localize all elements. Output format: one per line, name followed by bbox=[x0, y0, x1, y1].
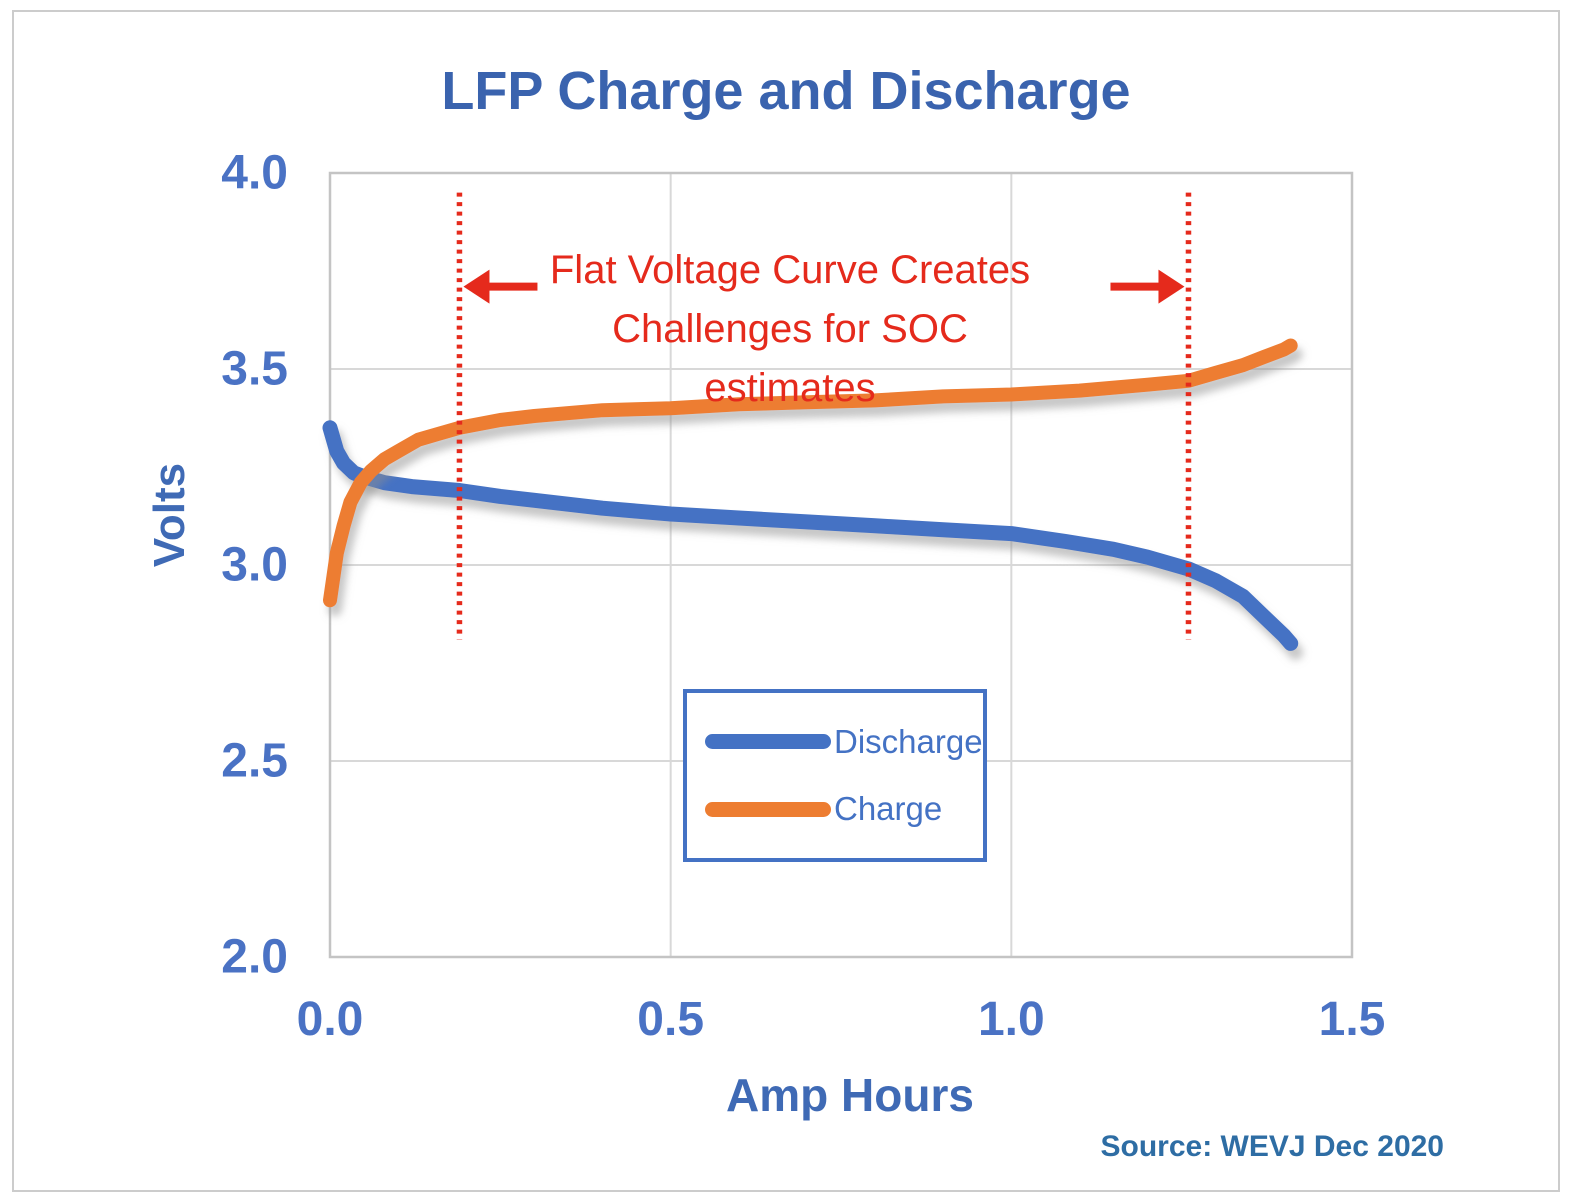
legend-label-charge: Charge bbox=[834, 790, 943, 828]
legend-item-charge: Charge bbox=[705, 790, 983, 828]
x-tick-label: 1.5 bbox=[1319, 993, 1386, 1046]
legend: Discharge Charge bbox=[683, 689, 987, 862]
charge-curve bbox=[323, 338, 1298, 608]
x-tick-label: 0.0 bbox=[297, 993, 364, 1046]
annotation-line-3: estimates bbox=[704, 366, 876, 410]
y-axis-title: Volts bbox=[145, 462, 194, 568]
tick-labels: 4.0 3.5 3.0 2.5 2.00.0 0.5 1.0 1.5 bbox=[221, 147, 1385, 1047]
y-tick-label: 2.5 bbox=[221, 735, 288, 788]
chart-title: LFP Charge and Discharge bbox=[441, 61, 1131, 121]
y-tick-label: 4.0 bbox=[221, 147, 288, 200]
annotation-line-2: Challenges for SOC bbox=[612, 307, 968, 351]
annotation-arrowhead-right bbox=[1158, 269, 1185, 304]
discharge-line-swatch bbox=[705, 734, 831, 750]
annotation-line-1: Flat Voltage Curve Creates bbox=[549, 248, 1031, 292]
x-axis-title: Amp Hours bbox=[726, 1069, 974, 1121]
soc-markers bbox=[456, 192, 1192, 640]
annotation-arrowhead-left bbox=[463, 269, 490, 304]
legend-label-discharge: Discharge bbox=[834, 722, 983, 760]
discharge-curve bbox=[322, 420, 1299, 651]
source-caption: Source: WEVJ Dec 2020 bbox=[1100, 1130, 1445, 1163]
y-tick-label: 3.0 bbox=[221, 539, 288, 592]
series-curves bbox=[322, 338, 1299, 651]
legend-item-discharge: Discharge bbox=[705, 723, 983, 761]
y-tick-label: 3.5 bbox=[221, 343, 288, 396]
annotation-text: Flat Voltage Curve Creates Challenges fo… bbox=[440, 241, 1140, 418]
y-tick-label: 2.0 bbox=[221, 931, 288, 984]
outer-border bbox=[12, 10, 1560, 1192]
charge-line-swatch bbox=[705, 801, 831, 817]
x-tick-label: 0.5 bbox=[637, 993, 704, 1046]
x-tick-label: 1.0 bbox=[978, 993, 1045, 1046]
